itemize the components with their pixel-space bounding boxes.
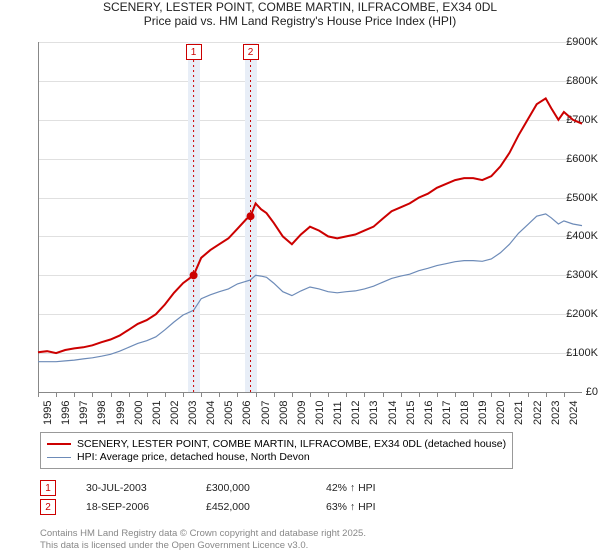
footer-line-1: Contains HM Land Registry data © Crown c… [40, 528, 366, 539]
transaction-marker: 2 [40, 499, 56, 515]
x-tick-label: 1999 [115, 401, 127, 425]
x-tick-label: 1995 [42, 401, 54, 425]
x-tick-label: 1997 [78, 401, 90, 425]
transaction-price: £452,000 [206, 501, 326, 513]
legend-item: HPI: Average price, detached house, Nort… [47, 451, 506, 463]
transaction-date: 18-SEP-2006 [86, 501, 206, 513]
transaction-marker: 1 [40, 480, 56, 496]
transaction-row: 1 30-JUL-2003£300,00042% ↑ HPI [40, 480, 446, 496]
legend: SCENERY, LESTER POINT, COMBE MARTIN, ILF… [40, 432, 513, 469]
x-tick-label: 1998 [96, 401, 108, 425]
x-tick-label: 2012 [350, 401, 362, 425]
x-tick-label: 2009 [296, 401, 308, 425]
x-tick-label: 1996 [60, 401, 72, 425]
series-line-red [38, 98, 582, 353]
x-tick-label: 2021 [513, 401, 525, 425]
x-tick-label: 2020 [495, 401, 507, 425]
x-tick-label: 2010 [314, 401, 326, 425]
x-tick-label: 2018 [459, 401, 471, 425]
transaction-pct: 63% ↑ HPI [326, 501, 446, 513]
x-tick-label: 2004 [205, 401, 217, 425]
x-tick-label: 2007 [260, 401, 272, 425]
x-tick-label: 2014 [387, 401, 399, 425]
legend-label: SCENERY, LESTER POINT, COMBE MARTIN, ILF… [77, 438, 506, 450]
chart-svg [0, 0, 600, 394]
x-tick-label: 2016 [423, 401, 435, 425]
x-tick-label: 2024 [568, 401, 580, 425]
marker-label-box: 2 [243, 44, 259, 60]
x-tick-label: 2001 [151, 401, 163, 425]
marker-label-box: 1 [186, 44, 202, 60]
transaction-pct: 42% ↑ HPI [326, 482, 446, 494]
transaction-price: £300,000 [206, 482, 326, 494]
legend-label: HPI: Average price, detached house, Nort… [77, 451, 310, 463]
x-tick-label: 2005 [223, 401, 235, 425]
x-tick-label: 2008 [278, 401, 290, 425]
transaction-row: 2 18-SEP-2006£452,00063% ↑ HPI [40, 499, 446, 515]
x-tick-label: 2023 [550, 401, 562, 425]
x-tick-label: 2015 [405, 401, 417, 425]
chart-area: £0£100K£200K£300K£400K£500K£600K£700K£80… [0, 0, 600, 432]
x-tick-label: 2002 [169, 401, 181, 425]
transactions-table: 1 30-JUL-2003£300,00042% ↑ HPI 2 18-SEP-200… [40, 477, 446, 518]
series-line-blue [38, 214, 582, 362]
x-tick-label: 2011 [332, 401, 344, 425]
x-tick-label: 2006 [241, 401, 253, 425]
x-tick-label: 2003 [187, 401, 199, 425]
x-tick-label: 2000 [133, 401, 145, 425]
x-tick-label: 2017 [441, 401, 453, 425]
footer-line-2: This data is licensed under the Open Gov… [40, 540, 308, 551]
x-tick-label: 2022 [532, 401, 544, 425]
transaction-date: 30-JUL-2003 [86, 482, 206, 494]
x-tick-label: 2019 [477, 401, 489, 425]
x-tick-label: 2013 [368, 401, 380, 425]
legend-item: SCENERY, LESTER POINT, COMBE MARTIN, ILF… [47, 438, 506, 450]
